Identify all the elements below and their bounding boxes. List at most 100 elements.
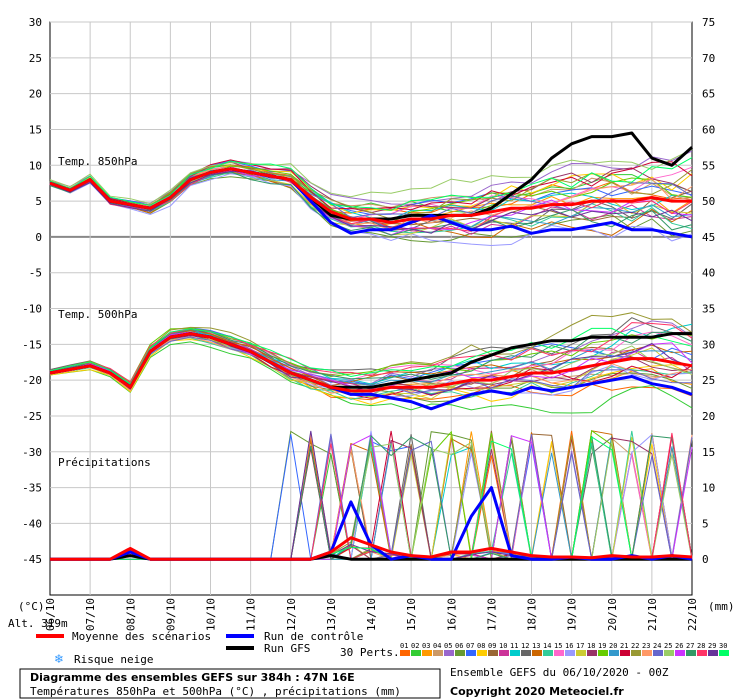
- perturbation-number: 17: [576, 642, 584, 650]
- perturbation-line-500: [49, 322, 693, 383]
- perturbation-swatch: [609, 650, 619, 656]
- perturbation-number: 26: [675, 642, 683, 650]
- legend-mean-label: Moyenne des scénarios: [72, 630, 211, 643]
- perturbation-swatch: [411, 650, 421, 656]
- x-tick-label: 19/10: [566, 598, 579, 631]
- legend-gfs-label: Run GFS: [264, 642, 310, 655]
- left-tick-label: 25: [29, 52, 42, 65]
- perturbation-number: 03: [422, 642, 430, 650]
- perturbation-number: 25: [664, 642, 672, 650]
- perturbation-number: 19: [598, 642, 606, 650]
- left-tick-label: 30: [29, 16, 42, 29]
- x-tick-label: 17/10: [485, 598, 498, 631]
- perturbation-number: 09: [488, 642, 496, 650]
- perturbation-legend: 01 02 03 04 05 06 07 08 09 10 11 12 13 14 15 16 17 18 19 20…: [400, 642, 729, 656]
- panel-label-500: Temp. 500hPa: [58, 308, 137, 321]
- left-tick-label: 15: [29, 123, 42, 136]
- perturbation-swatch: [653, 650, 663, 656]
- perturbation-swatch: [543, 650, 553, 656]
- right-tick-label: 40: [702, 267, 715, 280]
- perturbation-swatch: [565, 650, 575, 656]
- right-tick-label: 70: [702, 52, 715, 65]
- main-series-layer: [49, 131, 694, 561]
- x-tick-label: 07/10: [84, 598, 97, 631]
- perturbation-number: 29: [708, 642, 716, 650]
- x-tick-label: 18/10: [526, 598, 539, 631]
- perturbation-swatch: [642, 650, 652, 656]
- run-label: Ensemble GEFS du 06/10/2020 - 00Z: [450, 666, 669, 679]
- perturbation-line-500: [49, 341, 693, 414]
- perturbation-number: 13: [532, 642, 540, 650]
- perturbation-swatch: [532, 650, 542, 656]
- perturbation-swatch: [697, 650, 707, 656]
- left-tick-label: 0: [35, 231, 42, 244]
- perturbation-number: 10: [499, 642, 507, 650]
- perturbation-swatch: [631, 650, 641, 656]
- mean-line-500: [49, 332, 693, 393]
- left-tick-label: -40: [22, 517, 42, 530]
- perturbation-number: 06: [455, 642, 463, 650]
- perturbation-swatch: [466, 650, 476, 656]
- perturbation-line-500: [49, 327, 693, 385]
- perturbation-swatch: [510, 650, 520, 656]
- perturbation-line-850: [49, 170, 693, 234]
- x-tick-label: 20/10: [606, 598, 619, 631]
- x-tick-label: 22/10: [686, 598, 699, 631]
- perturbation-line-850: [49, 176, 693, 243]
- right-tick-label: 45: [702, 231, 715, 244]
- perturbation-swatch: [675, 650, 685, 656]
- right-tick-label: 5: [702, 517, 709, 530]
- perturbation-line-500: [49, 327, 693, 383]
- perturbation-number: 12: [521, 642, 529, 650]
- perturbation-number: 24: [653, 642, 661, 650]
- perturbation-number: 18: [587, 642, 595, 650]
- perturbation-number: 05: [444, 642, 452, 650]
- snowflake-icon: ❄: [54, 652, 64, 666]
- perturbation-swatch: [598, 650, 608, 656]
- title-box: [19, 668, 441, 699]
- left-tick-label: -30: [22, 446, 42, 459]
- right-tick-label: 75: [702, 16, 715, 29]
- right-tick-label: 20: [702, 410, 715, 423]
- perturbation-swatch: [455, 650, 465, 656]
- panel-label-850: Temp. 850hPa: [58, 155, 137, 168]
- perturbation-line-500: [49, 329, 693, 386]
- perturbation-number: 27: [686, 642, 694, 650]
- mean-line-precip: [50, 536, 693, 561]
- perturbation-number: 02: [411, 642, 419, 650]
- left-tick-label: 10: [29, 159, 42, 172]
- perturbation-number: 01: [400, 642, 408, 650]
- perturbation-number: 22: [631, 642, 639, 650]
- legend-snow-label: Risque neige: [74, 653, 153, 666]
- copyright-label: Copyright 2020 Meteociel.fr: [450, 685, 624, 698]
- panel-label-precip: Précipitations: [58, 456, 151, 469]
- right-tick-label: 50: [702, 195, 715, 208]
- perturbation-number: 11: [510, 642, 518, 650]
- perturbation-swatch: [488, 650, 498, 656]
- left-tick-label: -5: [29, 267, 42, 280]
- perturbation-swatch: [664, 650, 674, 656]
- left-tick-label: 5: [35, 195, 42, 208]
- perturbation-number: 23: [642, 642, 650, 650]
- perturbation-swatch: [477, 650, 487, 656]
- mean-line-850: [49, 167, 692, 224]
- left-unit-label: (°C): [18, 600, 45, 613]
- right-tick-label: 65: [702, 88, 715, 101]
- left-tick-label: 20: [29, 88, 42, 101]
- left-tick-label: -35: [22, 482, 42, 495]
- right-tick-label: 35: [702, 303, 715, 316]
- right-unit-label: (mm): [708, 600, 735, 613]
- altitude-label: Alt. 319m: [8, 617, 68, 630]
- perturbation-swatch: [554, 650, 564, 656]
- x-tick-label: 06/10: [44, 598, 57, 631]
- x-tick-label: 09/10: [164, 598, 177, 631]
- perturbation-number: 30: [719, 642, 727, 650]
- x-tick-label: 08/10: [124, 598, 137, 631]
- right-tick-label: 10: [702, 482, 715, 495]
- perturbation-number: 07: [466, 642, 474, 650]
- chart-title: Diagramme des ensembles GEFS sur 384h : …: [30, 671, 355, 684]
- perturbation-line-850: [49, 148, 693, 205]
- right-tick-label: 15: [702, 446, 715, 459]
